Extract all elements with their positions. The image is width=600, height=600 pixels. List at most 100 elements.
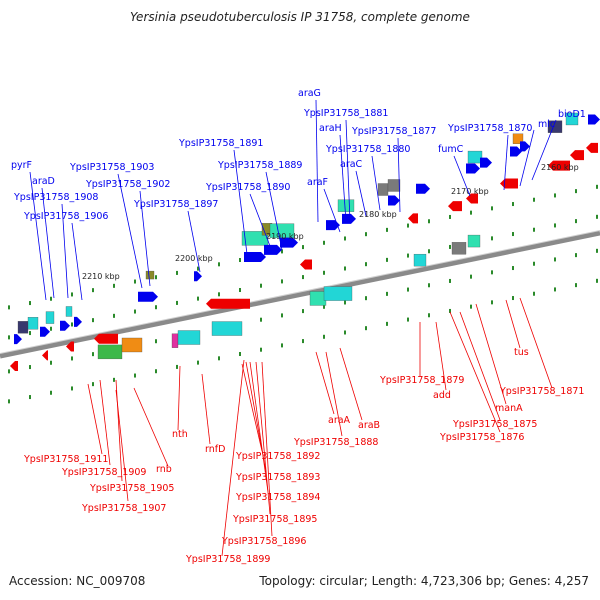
tick-dot (260, 347, 262, 352)
forward-gene-label: YpsIP31758_1870 (447, 123, 532, 134)
tick-dot (323, 304, 325, 309)
reverse-gene-label: YpsIP31758_1875 (452, 419, 537, 430)
tick-dot (71, 356, 73, 361)
forward-gene-label: YpsIP31758_1906 (23, 211, 108, 222)
reverse-gene-label: tus (514, 347, 529, 358)
tick-dot (218, 356, 220, 361)
tick-dot (8, 305, 10, 310)
scale-tick-label: 2160 kbp (541, 163, 579, 172)
tick-dot (29, 301, 31, 306)
cog-block (387, 179, 401, 192)
forward-gene-label: YpsIP31758_1908 (13, 192, 98, 203)
tick-dot (512, 296, 514, 301)
reverse-gene-label-leader (339, 347, 363, 421)
forward-gene-label-leader (355, 170, 367, 217)
forward-gene-label: YpsIP31758_1881 (303, 108, 388, 119)
reverse-gene-label: YpsIP31758_1894 (235, 492, 320, 503)
reverse-gene-label-leader (449, 311, 501, 433)
cog-block (27, 317, 39, 330)
tick-dot (470, 274, 472, 279)
forward-gene-label: YpsIP31758_1891 (178, 138, 263, 149)
tick-dot (512, 202, 514, 207)
cog-block (337, 199, 355, 212)
forward-cds-arrow (280, 237, 298, 248)
tick-dot (344, 300, 346, 305)
forward-gene-label-leader (323, 188, 341, 233)
tick-dot (491, 236, 493, 241)
tick-dot (575, 283, 577, 288)
tick-dot (92, 352, 94, 357)
tick-dot (260, 317, 262, 322)
cog-block (451, 242, 467, 255)
forward-gene-label-leader (117, 173, 143, 289)
forward-cds-arrow (194, 271, 202, 282)
backbone-track (0, 230, 600, 359)
reverse-gene-label: YpsIP31758_1899 (185, 554, 270, 565)
reverse-gene-label: YpsIP31758_1895 (232, 514, 317, 525)
cog-block (45, 311, 55, 324)
reverse-cds-arrow (570, 150, 584, 161)
tick-dot (92, 288, 94, 293)
tick-dot (596, 184, 598, 189)
reverse-gene-label: add (433, 390, 451, 401)
reverse-gene-label: YpsIP31758_1905 (89, 483, 174, 494)
forward-gene-label-leader (315, 99, 319, 223)
tick-dot (596, 278, 598, 283)
tick-dot (134, 373, 136, 378)
tick-dot (533, 197, 535, 202)
tick-dot (449, 214, 451, 219)
tick-dot (491, 270, 493, 275)
reverse-gene-label-leader (315, 351, 335, 415)
tick-dot (428, 219, 430, 224)
tick-dot (344, 266, 346, 271)
reverse-gene-label-leader (177, 365, 181, 431)
reverse-gene-label-leader (133, 387, 169, 467)
accession-text: Accession: NC_009708 (9, 574, 146, 588)
tick-dot (302, 309, 304, 314)
forward-cds-arrow (40, 326, 50, 337)
reverse-gene-label: YpsIP31758_1893 (235, 472, 320, 483)
reverse-gene-label-leader (241, 363, 263, 452)
reverse-gene-label: YpsIP31758_1907 (81, 503, 166, 514)
tick-dot (449, 308, 451, 313)
tick-dot (554, 193, 556, 198)
forward-gene-label: YpsIP31758_1902 (85, 179, 170, 190)
tick-dot (386, 227, 388, 232)
tick-dot (8, 335, 10, 340)
scale-tick-label: 2200 kbp (175, 254, 213, 263)
tick-dot (29, 365, 31, 370)
cog-block (171, 333, 179, 348)
reverse-cds-arrow (408, 213, 418, 224)
cog-block (309, 291, 327, 306)
tick-dot (323, 334, 325, 339)
tick-dot (218, 262, 220, 267)
forward-gene-label-leader (139, 190, 151, 287)
forward-cds-arrow (342, 213, 356, 224)
tick-dot (218, 292, 220, 297)
reverse-gene-label: YpsIP31758_1896 (221, 536, 306, 547)
reverse-cds-arrow (500, 178, 518, 189)
forward-gene-label: araF (307, 177, 328, 188)
reverse-cds-arrow (448, 201, 462, 212)
reverse-gene-label-leader (459, 311, 501, 421)
tick-dot (176, 300, 178, 305)
forward-cds-arrow (416, 183, 430, 194)
tick-dot (470, 210, 472, 215)
tick-dot (365, 232, 367, 237)
tick-dot (302, 275, 304, 280)
tick-dot (365, 262, 367, 267)
forward-gene-label-leader (29, 171, 47, 301)
reverse-cds-arrow (10, 360, 18, 371)
tick-dot (407, 317, 409, 322)
tick-dot (386, 257, 388, 262)
cog-block (97, 344, 123, 360)
tick-dot (554, 223, 556, 228)
tick-dot (407, 223, 409, 228)
tick-dot (512, 266, 514, 271)
reverse-gene-label-leader (87, 383, 103, 455)
forward-gene-label-leader (519, 129, 535, 187)
backbone-line (0, 230, 600, 359)
forward-cds-arrow (326, 220, 340, 231)
